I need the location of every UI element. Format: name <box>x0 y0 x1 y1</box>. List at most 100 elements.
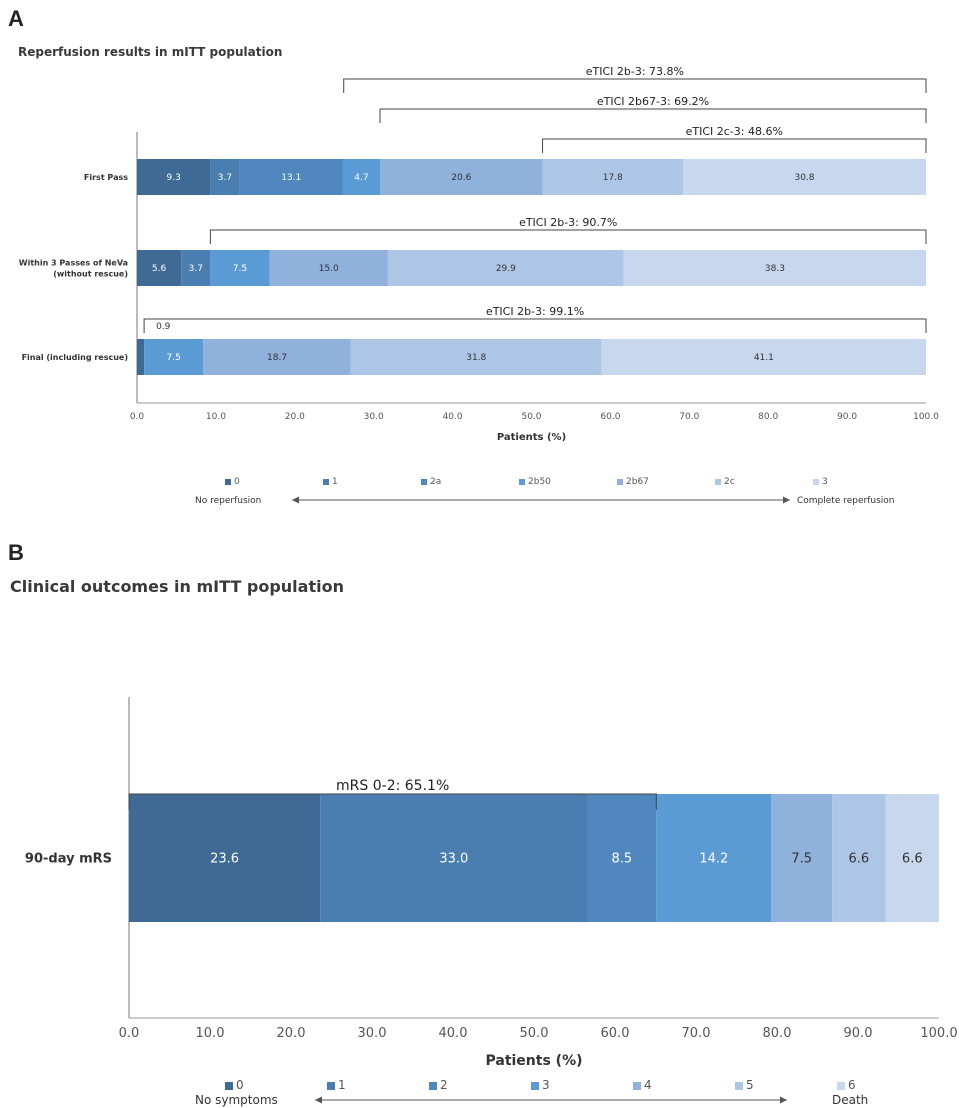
data-label: 30.8 <box>794 173 814 183</box>
legend-label: 5 <box>746 1078 754 1092</box>
legend-swatch <box>633 1082 641 1090</box>
x-tick-label: 40.0 <box>439 1026 468 1041</box>
legend-label: 2c <box>724 477 735 487</box>
legend-label: 2b67 <box>626 477 649 487</box>
data-label: 7.5 <box>233 264 247 274</box>
bar-segment <box>144 339 204 375</box>
bar-segment <box>342 159 381 195</box>
arrow-head-right <box>783 496 790 504</box>
bracket-label: eTICI 2b-3: 73.8% <box>586 65 684 78</box>
chart-a: 0.0 10.0 20.0 30.0 40.0 50.0 60.0 70.0 80.0 90.0 1… <box>19 65 939 506</box>
bar-segment <box>137 339 145 375</box>
data-label: 23.6 <box>210 852 239 867</box>
bar-segment <box>885 794 939 922</box>
bar-segment <box>181 250 211 286</box>
small-annotation: 0.9 <box>156 322 171 332</box>
data-label: 15.0 <box>319 264 339 274</box>
legend-swatch <box>531 1082 539 1090</box>
legend-label: 3 <box>822 477 828 487</box>
data-label: 6.6 <box>848 852 869 867</box>
bracket-label: eTICI 2b67-3: 69.2% <box>597 95 709 108</box>
panel-a-label: A <box>8 6 24 31</box>
arrow-head-right <box>780 1096 787 1104</box>
category-label: 90-day mRS <box>25 852 112 867</box>
data-label: 7.5 <box>167 353 181 363</box>
category-label: (without rescue) <box>53 269 128 278</box>
bar-segment <box>587 794 657 922</box>
data-label: 5.6 <box>152 264 167 274</box>
data-label: 20.6 <box>451 173 471 183</box>
bracket-line <box>128 793 657 810</box>
legend-swatch <box>429 1082 437 1090</box>
x-tick-label: 80.0 <box>763 1026 792 1041</box>
legend-swatch <box>421 479 427 485</box>
data-label: 4.7 <box>354 173 368 183</box>
legend-swatch <box>225 1082 233 1090</box>
legend-label: 3 <box>542 1078 550 1092</box>
legend-label: 1 <box>332 477 338 487</box>
legend-swatch <box>323 479 329 485</box>
legend-swatch <box>617 479 623 485</box>
x-tick-label: 100.0 <box>920 1026 957 1041</box>
data-label: 41.1 <box>754 353 774 363</box>
legend-swatch <box>715 479 721 485</box>
x-tick-label: 100.0 <box>913 412 939 422</box>
x-tick-label: 0.0 <box>119 1026 140 1041</box>
x-tick-label: 20.0 <box>285 412 305 422</box>
bar-segment <box>656 794 772 922</box>
bracket-line <box>542 138 927 153</box>
data-label: 38.3 <box>765 264 785 274</box>
legend-right-text: Complete reperfusion <box>797 496 895 506</box>
category-label: First Pass <box>84 173 128 182</box>
legend-swatch <box>225 479 231 485</box>
legend-label: 0 <box>234 477 240 487</box>
bar-segment <box>137 159 211 195</box>
bar-segment <box>137 250 182 286</box>
bar-segment <box>210 250 270 286</box>
data-label: 18.7 <box>267 353 287 363</box>
x-tick-label: 90.0 <box>837 412 857 422</box>
legend-label: 0 <box>236 1078 244 1092</box>
bar-segment <box>542 159 683 195</box>
bar-segment <box>601 339 926 375</box>
legend-label: 2 <box>440 1078 448 1092</box>
data-label: 33.0 <box>439 852 468 867</box>
legend-label: 4 <box>644 1078 652 1092</box>
x-tick-label: 30.0 <box>358 1026 387 1041</box>
data-label: 29.9 <box>496 264 516 274</box>
x-tick-label: 20.0 <box>277 1026 306 1041</box>
x-tick-label: 0.0 <box>130 412 145 422</box>
bracket-label: mRS 0-2: 65.1% <box>336 778 449 794</box>
bar-segment <box>623 250 926 286</box>
panel-b-label: B <box>8 540 24 565</box>
data-label: 13.1 <box>281 173 301 183</box>
legend-label: 2b50 <box>528 477 551 487</box>
legend-swatch <box>735 1082 743 1090</box>
data-label: 9.3 <box>167 173 181 183</box>
x-tick-label: 60.0 <box>600 412 620 422</box>
arrow-head-left <box>292 496 299 504</box>
bracket-line <box>343 78 927 93</box>
data-label: 31.8 <box>466 353 486 363</box>
legend-left-text: No reperfusion <box>195 496 261 506</box>
x-tick-label: 50.0 <box>520 1026 549 1041</box>
bar-segment <box>210 159 240 195</box>
bracket-line <box>209 229 927 244</box>
bar-segment <box>832 794 886 922</box>
legend-swatch <box>813 479 819 485</box>
x-tick-label: 30.0 <box>364 412 384 422</box>
bar-segment <box>239 159 343 195</box>
bar-segment <box>771 794 833 922</box>
data-label: 8.5 <box>612 852 633 867</box>
legend-swatch <box>327 1082 335 1090</box>
bracket-label: eTICI 2b-3: 99.1% <box>486 305 584 318</box>
chart-b-title: Clinical outcomes in mITT population <box>10 577 344 596</box>
data-label: 17.8 <box>603 173 623 183</box>
x-axis-label: Patients (%) <box>485 1053 582 1069</box>
legend-left-text: No symptoms <box>195 1093 278 1107</box>
data-label: 3.7 <box>218 173 232 183</box>
x-tick-label: 90.0 <box>844 1026 873 1041</box>
bracket-line <box>143 318 927 333</box>
x-tick-label: 50.0 <box>521 412 541 422</box>
